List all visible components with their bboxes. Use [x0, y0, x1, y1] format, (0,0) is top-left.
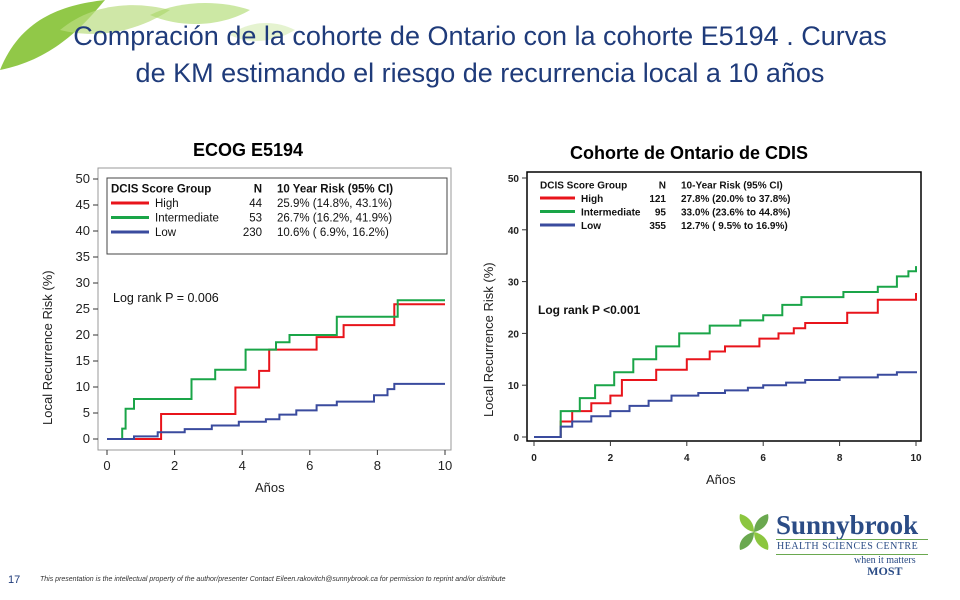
- legend-label-high: High: [155, 198, 179, 210]
- x-tick-label: 0: [531, 453, 537, 464]
- y-tick-label: 25: [76, 301, 90, 316]
- y-tick-label: 50: [508, 174, 520, 185]
- y-tick-label: 30: [76, 275, 90, 290]
- footer-disclaimer: This presentation is the intellectual pr…: [40, 576, 506, 583]
- x-axis-label-ecog: Años: [255, 480, 285, 495]
- legend-header-n: N: [254, 184, 262, 196]
- legend-n-low: 230: [243, 227, 262, 239]
- legend-n-intermediate: 95: [655, 208, 667, 219]
- logo-subtitle: HEALTH SCIENCES CENTRE: [777, 541, 919, 552]
- legend-header-group: DCIS Score Group: [540, 181, 627, 192]
- y-tick-label: 10: [76, 379, 90, 394]
- logo-tagline-small: when it matters: [854, 555, 916, 566]
- x-axis-label-ontario: Años: [706, 472, 736, 487]
- x-tick-label: 0: [103, 458, 110, 473]
- plot-frame: [97, 167, 452, 451]
- y-tick-label: 35: [76, 249, 90, 264]
- y-tick-label: 15: [76, 353, 90, 368]
- leaf-logo-icon: [739, 514, 769, 550]
- x-tick-label: 4: [239, 458, 246, 473]
- legend-n-low: 355: [649, 221, 666, 232]
- chart-title-ecog: ECOG E5194: [193, 140, 304, 160]
- legend-header-risk: 10-Year Risk (95% CI): [681, 181, 783, 192]
- y-tick-label: 40: [508, 226, 520, 237]
- x-tick-label: 4: [684, 453, 690, 464]
- series-line-low: [107, 382, 445, 440]
- x-tick-label: 6: [760, 453, 766, 464]
- sunnybrook-logo: Sunnybrook HEALTH SCIENCES CENTRE when i…: [736, 510, 936, 580]
- y-tick-label: 20: [508, 329, 520, 340]
- legend-n-high: 44: [249, 198, 262, 210]
- legend-header-risk: 10 Year Risk (95% CI): [277, 184, 393, 196]
- legend-header-n: N: [659, 181, 666, 192]
- legend-risk-high: 27.8% (20.0% to 37.8%): [681, 194, 791, 205]
- logo-tagline: when it matters MOST: [854, 556, 916, 578]
- logo-divider: [776, 554, 928, 555]
- y-tick-label: 40: [76, 223, 90, 238]
- legend-risk-high: 25.9% (14.8%, 43.1%): [277, 198, 392, 210]
- x-tick-label: 2: [608, 453, 614, 464]
- legend-box: [106, 177, 448, 255]
- y-tick-label: 50: [76, 171, 90, 186]
- y-tick-label: 0: [83, 431, 90, 446]
- legend-risk-low: 12.7% ( 9.5% to 16.9%): [681, 221, 788, 232]
- page-number: 17: [8, 574, 21, 586]
- legend-label-intermediate: Intermediate: [581, 208, 641, 219]
- legend-header-group: DCIS Score Group: [111, 184, 211, 196]
- series-line-high: [534, 293, 917, 438]
- logo-divider: [776, 539, 928, 540]
- series-line-intermediate: [534, 266, 917, 438]
- legend-n-high: 121: [649, 194, 666, 205]
- log-rank-annotation: Log rank P <0.001: [538, 303, 640, 317]
- y-tick-label: 10: [508, 381, 520, 392]
- series-line-intermediate: [107, 299, 445, 440]
- x-tick-label: 8: [374, 458, 381, 473]
- x-tick-label: 10: [910, 453, 922, 464]
- legend-label-intermediate: Intermediate: [155, 213, 219, 225]
- y-tick-label: 0: [513, 433, 519, 444]
- legend-label-low: Low: [581, 221, 601, 232]
- x-tick-label: 10: [438, 458, 452, 473]
- y-tick-label: 30: [508, 278, 520, 289]
- x-tick-label: 2: [171, 458, 178, 473]
- legend-box: [535, 174, 837, 240]
- chart-title-ontario: Cohorte de Ontario de CDIS: [570, 143, 809, 163]
- y-tick-label: 20: [76, 327, 90, 342]
- legend-n-intermediate: 53: [249, 213, 262, 225]
- legend-label-low: Low: [155, 227, 177, 239]
- legend-label-high: High: [581, 194, 603, 205]
- series-line-high: [107, 303, 445, 440]
- logo-name: Sunnybrook: [776, 510, 919, 540]
- slide-title: Compración de la cohorte de Ontario con …: [73, 21, 887, 88]
- x-tick-label: 6: [306, 458, 313, 473]
- log-rank-annotation: Log rank P = 0.006: [113, 291, 219, 305]
- y-tick-label: 45: [76, 197, 90, 212]
- y-tick-label: 5: [83, 405, 90, 420]
- leaf-decoration-icon: [0, 0, 295, 70]
- plot-frame: [526, 171, 922, 442]
- legend-risk-intermediate: 26.7% (16.2%, 41.9%): [277, 213, 392, 225]
- logo-tagline-big: MOST: [867, 564, 903, 578]
- series-line-low: [534, 371, 917, 438]
- y-axis-label-ecog: Local Recurrence Risk (%): [40, 270, 55, 425]
- y-axis-label-ontario: Local Recurrence Risk (%): [481, 262, 496, 417]
- legend-risk-low: 10.6% ( 6.9%, 16.2%): [277, 227, 389, 239]
- x-tick-label: 8: [837, 453, 843, 464]
- legend-risk-intermediate: 33.0% (23.6% to 44.8%): [681, 208, 791, 219]
